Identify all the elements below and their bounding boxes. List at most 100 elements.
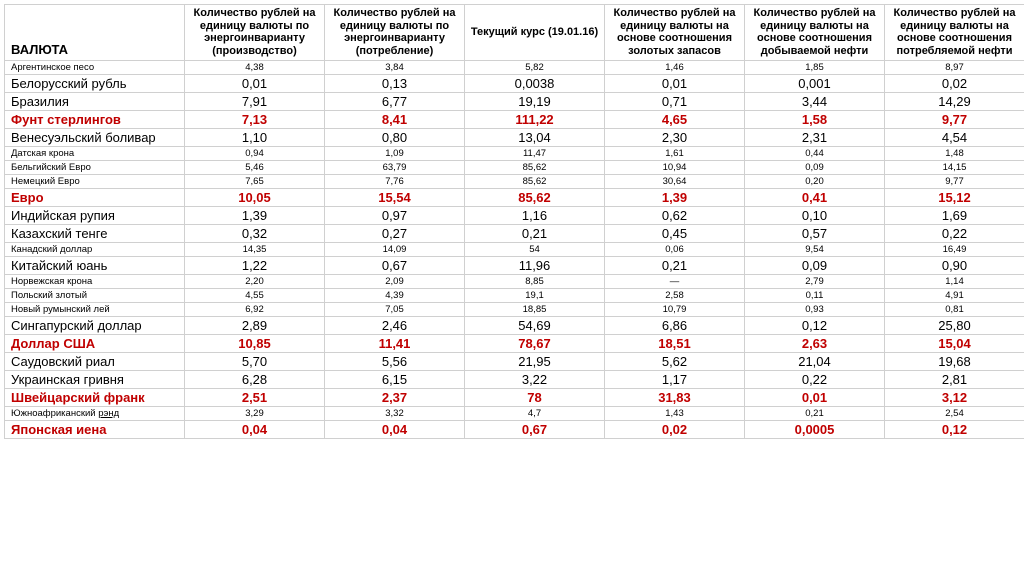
currency-name: Сингапурский доллар	[5, 316, 185, 334]
value-cell: 54	[465, 242, 605, 256]
value-cell: 0,32	[185, 224, 325, 242]
value-cell: 3,12	[885, 388, 1024, 406]
value-cell: 5,56	[325, 352, 465, 370]
value-cell: 4,7	[465, 406, 605, 420]
table-row: Саудовский риал5,705,5621,955,6221,0419,…	[5, 352, 1024, 370]
value-cell: 0,93	[745, 302, 885, 316]
value-cell: 0,67	[465, 420, 605, 438]
value-cell: 0,97	[325, 206, 465, 224]
value-cell: 2,79	[745, 274, 885, 288]
table-row: Южноафриканский рэнд3,293,324,71,430,212…	[5, 406, 1024, 420]
value-cell: 2,31	[745, 128, 885, 146]
table-row: Швейцарский франк2,512,377831,830,013,12	[5, 388, 1024, 406]
value-cell: 0,94	[185, 146, 325, 160]
value-cell: 0,02	[885, 74, 1024, 92]
currency-name: Бельгийский Евро	[5, 160, 185, 174]
table-row: Бельгийский Евро5,4663,7985,6210,940,091…	[5, 160, 1024, 174]
value-cell: 18,51	[605, 334, 745, 352]
table-row: Новый румынский лей6,927,0518,8510,790,9…	[5, 302, 1024, 316]
value-cell: 6,92	[185, 302, 325, 316]
table-body: Аргентинское песо4,383,845,821,461,858,9…	[5, 60, 1024, 438]
value-cell: 7,91	[185, 92, 325, 110]
value-cell: 7,05	[325, 302, 465, 316]
value-cell: 4,38	[185, 60, 325, 74]
value-cell: 1,48	[885, 146, 1024, 160]
header-col3: Текущий курс (19.01.16)	[465, 5, 605, 61]
table-row: Китайский юань1,220,6711,960,210,090,90	[5, 256, 1024, 274]
table-row: Индийская рупия1,390,971,160,620,101,69	[5, 206, 1024, 224]
value-cell: 6,77	[325, 92, 465, 110]
value-cell: 4,39	[325, 288, 465, 302]
value-cell: 3,44	[745, 92, 885, 110]
value-cell: 0,57	[745, 224, 885, 242]
value-cell: 78,67	[465, 334, 605, 352]
table-row: Венесуэльский боливар1,100,8013,042,302,…	[5, 128, 1024, 146]
value-cell: 0,04	[325, 420, 465, 438]
value-cell: 13,04	[465, 128, 605, 146]
value-cell: 11,47	[465, 146, 605, 160]
value-cell: 0,81	[885, 302, 1024, 316]
value-cell: 2,81	[885, 370, 1024, 388]
value-cell: 0,20	[745, 174, 885, 188]
currency-name: Украинская гривня	[5, 370, 185, 388]
value-cell: 6,15	[325, 370, 465, 388]
value-cell: 0,21	[465, 224, 605, 242]
value-cell: 1,39	[185, 206, 325, 224]
value-cell: 11,96	[465, 256, 605, 274]
value-cell: 0,09	[745, 160, 885, 174]
value-cell: 8,97	[885, 60, 1024, 74]
currency-name: Китайский юань	[5, 256, 185, 274]
value-cell: 9,54	[745, 242, 885, 256]
value-cell: 54,69	[465, 316, 605, 334]
table-row: Украинская гривня6,286,153,221,170,222,8…	[5, 370, 1024, 388]
table-row: Доллар США10,8511,4178,6718,512,6315,04	[5, 334, 1024, 352]
value-cell: 2,89	[185, 316, 325, 334]
table-row: Датская крона0,941,0911,471,610,441,48	[5, 146, 1024, 160]
value-cell: 0,09	[745, 256, 885, 274]
currency-name: Японская иена	[5, 420, 185, 438]
value-cell: 4,91	[885, 288, 1024, 302]
value-cell: 11,41	[325, 334, 465, 352]
currency-name: Бразилия	[5, 92, 185, 110]
header-row: ВАЛЮТА Количество рублей на единицу валю…	[5, 5, 1024, 61]
value-cell: 85,62	[465, 160, 605, 174]
value-cell: 1,61	[605, 146, 745, 160]
value-cell: 1,58	[745, 110, 885, 128]
header-col6: Количество рублей на единицу валюты на о…	[885, 5, 1024, 61]
value-cell: 30,64	[605, 174, 745, 188]
currency-name: Немецкий Евро	[5, 174, 185, 188]
value-cell: 0,21	[605, 256, 745, 274]
currency-name: Доллар США	[5, 334, 185, 352]
table-row: Евро10,0515,5485,621,390,4115,12	[5, 188, 1024, 206]
value-cell: 8,41	[325, 110, 465, 128]
value-cell: 2,51	[185, 388, 325, 406]
value-cell: 0,90	[885, 256, 1024, 274]
value-cell: 5,82	[465, 60, 605, 74]
table-row: Сингапурский доллар2,892,4654,696,860,12…	[5, 316, 1024, 334]
value-cell: 3,84	[325, 60, 465, 74]
value-cell: 14,29	[885, 92, 1024, 110]
table-row: Бразилия7,916,7719,190,713,4414,29	[5, 92, 1024, 110]
value-cell: 10,85	[185, 334, 325, 352]
value-cell: 63,79	[325, 160, 465, 174]
value-cell: 14,15	[885, 160, 1024, 174]
value-cell: 1,22	[185, 256, 325, 274]
value-cell: 85,62	[465, 174, 605, 188]
value-cell: 0,06	[605, 242, 745, 256]
currency-name: Венесуэльский боливар	[5, 128, 185, 146]
value-cell: 0,10	[745, 206, 885, 224]
value-cell: 2,09	[325, 274, 465, 288]
value-cell: 4,65	[605, 110, 745, 128]
value-cell: 10,79	[605, 302, 745, 316]
currency-name: Швейцарский франк	[5, 388, 185, 406]
value-cell: 18,85	[465, 302, 605, 316]
table-row: Аргентинское песо4,383,845,821,461,858,9…	[5, 60, 1024, 74]
value-cell: 0,01	[185, 74, 325, 92]
value-cell: 6,86	[605, 316, 745, 334]
table-row: Белорусский рубль0,010,130,00380,010,001…	[5, 74, 1024, 92]
value-cell: 10,94	[605, 160, 745, 174]
currency-name: Аргентинское песо	[5, 60, 185, 74]
value-cell: 15,54	[325, 188, 465, 206]
table-row: Норвежская крона2,202,098,85—2,791,14	[5, 274, 1024, 288]
value-cell: 9,77	[885, 174, 1024, 188]
